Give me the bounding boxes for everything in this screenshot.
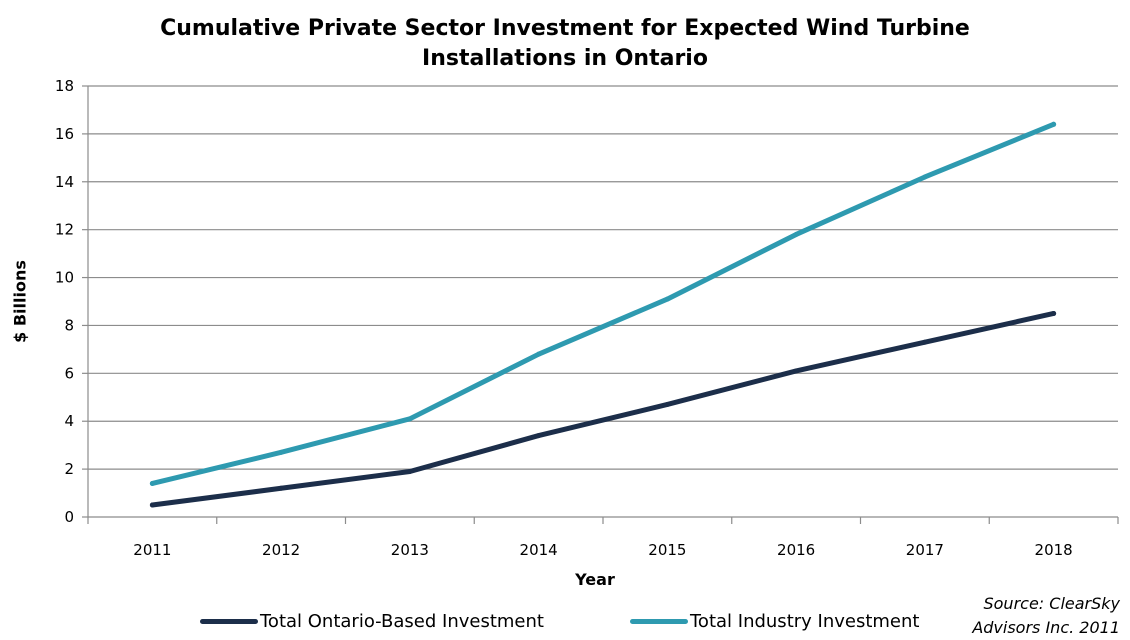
data-point-1-2013: [407, 416, 413, 422]
data-point-1-2015: [664, 296, 670, 302]
data-point-0-2016: [793, 368, 799, 374]
legend-label-industry: Total Industry Investment: [690, 610, 920, 632]
source-line-2: Advisors Inc. 2011: [972, 618, 1120, 637]
data-point-0-2015: [664, 401, 670, 407]
chart-title-line-1: Cumulative Private Sector Investment for…: [160, 16, 970, 41]
data-point-1-2014: [536, 351, 542, 357]
data-point-0-2014: [536, 433, 542, 439]
data-point-0-2018: [1051, 310, 1057, 316]
x-tick-label-2015: 2015: [648, 541, 686, 559]
source-line-1: Source: ClearSky: [983, 594, 1120, 613]
data-point-0-2017: [922, 339, 928, 345]
axes: 0 2 4 6 8 10 12 14 16 18 2011 2012 2013 2014 2015 2016 2…: [55, 77, 1119, 559]
x-axis-label: Year: [575, 570, 615, 589]
y-tick-label-12: 12: [55, 221, 74, 239]
chart-plot-area: 0 2 4 6 8 10 12 14 16 18 2011 2012 2013 2014 2015 2016 2…: [55, 77, 1119, 559]
series-line-0: [149, 310, 1057, 508]
y-tick-label-0: 0: [64, 508, 74, 526]
x-tick-label-2016: 2016: [777, 541, 815, 559]
legend-swatch-industry: [630, 618, 688, 624]
data-point-1-2016: [793, 231, 799, 237]
legend-item-ontario: Total Ontario-Based Investment: [200, 608, 544, 634]
legend-item-industry: Total Industry Investment: [630, 608, 919, 634]
x-tick-label-2011: 2011: [133, 541, 171, 559]
chart-title: Cumulative Private Sector Investment for…: [0, 14, 1130, 74]
y-tick-label-8: 8: [64, 316, 74, 334]
y-tick-label-10: 10: [55, 269, 74, 287]
x-tick-label-2018: 2018: [1035, 541, 1073, 559]
x-tick-label-2012: 2012: [262, 541, 300, 559]
y-tick-label-18: 18: [55, 77, 74, 95]
data-point-1-2017: [922, 174, 928, 180]
y-tick-label-14: 14: [55, 173, 74, 191]
data-point-1-2018: [1051, 121, 1057, 127]
gridlines: [88, 85, 1118, 470]
y-axis-label: $ Billions: [10, 260, 30, 343]
legend-swatch-ontario: [200, 618, 258, 624]
source-note: Source: ClearSky Advisors Inc. 2011: [972, 592, 1120, 640]
y-tick-label-16: 16: [55, 125, 74, 143]
y-tick-label-2: 2: [64, 460, 74, 478]
data-point-1-2011: [149, 480, 155, 486]
x-tick-label-2014: 2014: [520, 541, 558, 559]
data-point-1-2012: [278, 449, 284, 455]
data-point-0-2011: [149, 502, 155, 508]
x-tick-label-2013: 2013: [391, 541, 429, 559]
chart-title-line-2: Installations in Ontario: [422, 46, 708, 71]
y-tick-label-4: 4: [64, 412, 74, 430]
legend-label-ontario: Total Ontario-Based Investment: [260, 610, 544, 632]
series-line-1: [149, 121, 1057, 486]
series-lines: [149, 121, 1057, 508]
data-point-0-2013: [407, 469, 413, 475]
data-point-0-2012: [278, 485, 284, 491]
x-tick-label-2017: 2017: [906, 541, 944, 559]
y-tick-label-6: 6: [64, 364, 74, 382]
